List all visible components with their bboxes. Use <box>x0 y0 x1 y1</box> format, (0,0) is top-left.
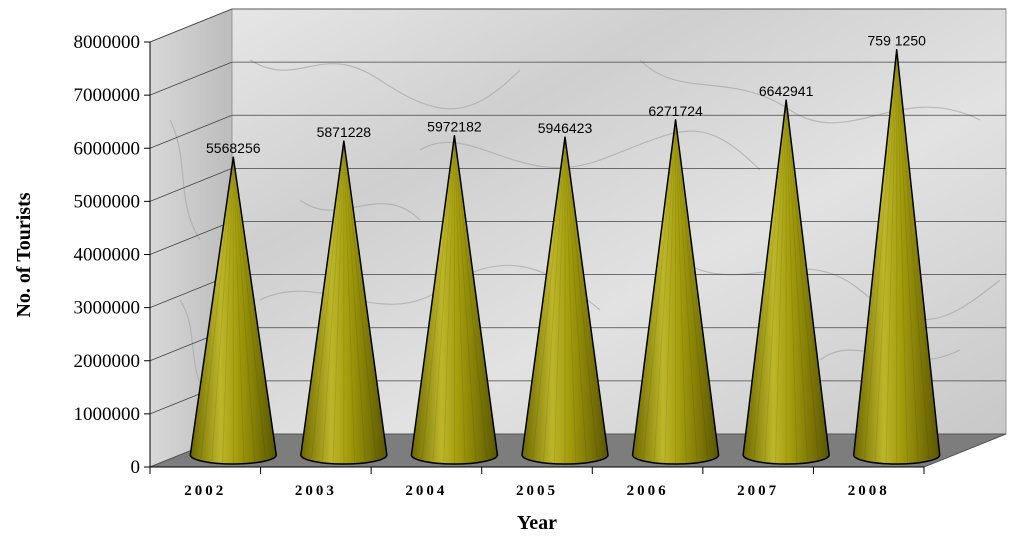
cone-facet <box>232 157 256 462</box>
cone-facet <box>653 119 677 462</box>
cone-facet <box>785 100 809 462</box>
x-tick-label: 2007 <box>737 483 779 499</box>
cone-facet <box>211 157 234 462</box>
x-ticks: 2002 2003 2004 2005 2006 2007 2008 <box>149 467 925 499</box>
y-tick-label: 3000000 <box>74 298 141 319</box>
cone-facet <box>332 141 345 464</box>
cone-2002 <box>189 156 278 465</box>
cone-facet <box>896 49 919 462</box>
data-label: 6271724 <box>648 103 703 119</box>
cone-facet <box>421 135 455 459</box>
cone-2008 <box>852 48 941 465</box>
data-label: 6642941 <box>759 83 814 99</box>
y-tick-label: 0 <box>131 457 141 478</box>
y-ticks: 0 1000000 2000000 3000000 4000000 5000000 6000… <box>74 32 150 478</box>
data-label: 5946423 <box>538 120 593 136</box>
x-tick-label: 2006 <box>627 483 669 499</box>
data-label: 759 1250 <box>868 33 927 49</box>
cone-facet <box>642 119 677 459</box>
cone-facet <box>863 49 898 459</box>
cone-facet <box>222 157 234 464</box>
cone-facet <box>443 135 455 464</box>
cone-2003 <box>300 140 388 465</box>
cone-facet <box>453 135 488 459</box>
cone-facet <box>675 119 709 459</box>
cone-2005 <box>521 136 609 465</box>
side-gridline <box>149 61 233 96</box>
cone-body <box>631 119 720 465</box>
side-gridline <box>149 114 233 149</box>
y-tick-label: 1000000 <box>74 404 141 425</box>
cone-facet <box>564 137 577 464</box>
cone-facet <box>343 141 356 464</box>
cone-facet <box>232 157 267 459</box>
marble-texture <box>169 59 1001 401</box>
y-tick-label: 6000000 <box>74 138 141 159</box>
x-tick-label: 2002 <box>184 483 226 499</box>
cone-body <box>521 136 609 465</box>
cone-facet <box>453 135 466 464</box>
x-axis-title: Year <box>517 512 557 534</box>
cone-facet <box>774 100 787 464</box>
cone-facet <box>232 157 245 464</box>
cone-facet <box>553 137 566 464</box>
cone-facet <box>885 49 898 464</box>
cone-facet <box>675 119 687 464</box>
cone-facet <box>874 49 898 462</box>
x-tick-label: 2008 <box>848 483 890 499</box>
side-gridline <box>149 168 233 202</box>
cone-facet <box>675 119 698 462</box>
cone-body <box>742 99 830 465</box>
side-gridline <box>149 8 233 43</box>
data-labels: 5568256 5871228 5972182 5946423 6271724 66429… <box>206 33 926 156</box>
y-tick-label: 7000000 <box>74 85 141 106</box>
cone-facet <box>785 100 819 459</box>
cone-body <box>852 48 941 465</box>
cone-facet <box>764 100 787 462</box>
y-tick-label: 5000000 <box>74 191 141 212</box>
data-label: 5568256 <box>206 140 261 156</box>
cone-facet <box>200 157 234 459</box>
y-tick-label: 8000000 <box>74 32 141 53</box>
cone-2006 <box>631 119 720 465</box>
cone-facet <box>543 137 566 462</box>
cone-facet <box>564 137 598 459</box>
data-label: 5871228 <box>317 124 372 140</box>
cone-facet <box>453 135 477 462</box>
cones <box>189 48 941 465</box>
cone-facet <box>343 141 377 459</box>
cone-facet <box>785 100 798 464</box>
data-label: 5972182 <box>427 119 482 135</box>
cone-facet <box>343 141 366 462</box>
y-tick-label: 4000000 <box>74 245 141 266</box>
cone-facet <box>564 137 587 462</box>
y-axis-title: No. of Tourists <box>13 192 35 317</box>
cone-body <box>189 156 278 465</box>
cone-facet <box>753 100 787 459</box>
x-tick-label: 2005 <box>516 483 558 499</box>
cone-facet <box>664 119 677 464</box>
x-tick-label: 2003 <box>295 483 337 499</box>
cone-facet <box>896 49 930 459</box>
cone-facet <box>311 141 345 459</box>
cone-2004 <box>410 134 499 465</box>
cone-facet <box>532 137 566 459</box>
cone-facet <box>432 135 455 462</box>
y-tick-label: 2000000 <box>74 351 141 372</box>
side-gridline <box>149 221 233 255</box>
cone-facet <box>321 141 345 462</box>
cone-2007 <box>742 99 830 465</box>
cone-body <box>410 134 499 465</box>
cone-facet <box>896 49 908 464</box>
cone-body <box>300 140 388 465</box>
x-tick-label: 2004 <box>405 483 447 499</box>
